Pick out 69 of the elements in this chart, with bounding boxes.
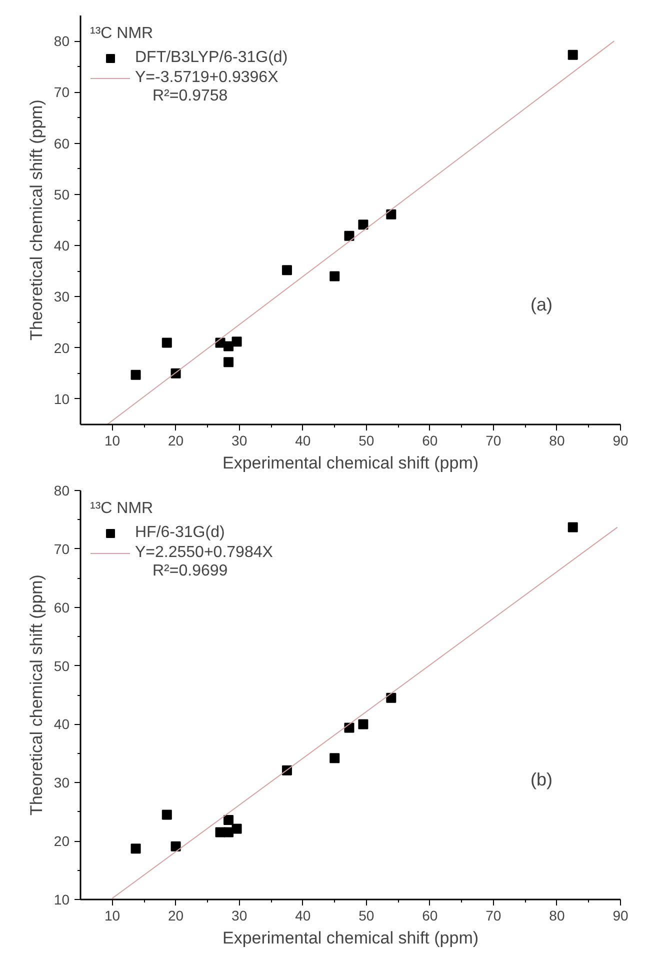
y-tick-label: 70: [54, 540, 70, 557]
point: [386, 209, 396, 220]
y-tick-label: 40: [54, 716, 70, 732]
y-axis-title: Theoretical chemical shift (ppm): [26, 574, 46, 816]
y-tick-label: 30: [54, 774, 70, 791]
annotation: R²=0.9699: [152, 562, 228, 580]
x-tick-label: 70: [486, 908, 502, 924]
x-tick-label: 10: [104, 908, 120, 924]
point: [386, 692, 396, 703]
x-tick-label: 30: [232, 432, 248, 448]
point: [330, 271, 340, 282]
point: [358, 719, 368, 730]
point: [282, 265, 292, 276]
point: [170, 841, 181, 852]
x-tick-label: 60: [422, 908, 438, 924]
y-tick-label: 60: [54, 599, 70, 616]
legend-label: Y=2.2550+0.7984X: [135, 544, 273, 562]
x-tick-label: 50: [358, 908, 374, 924]
point: [330, 753, 340, 764]
x-tick-label: 40: [295, 432, 311, 448]
y-tick-label: 80: [54, 482, 70, 498]
y-tick-label: 20: [54, 833, 70, 850]
point: [358, 220, 368, 230]
x-tick-label: 30: [232, 908, 248, 924]
y-tick-label: 60: [54, 135, 70, 152]
y-tick-label: 30: [54, 288, 70, 305]
legend-label: DFT/B3LYP/6-31G(d): [135, 49, 288, 67]
point: [232, 336, 242, 347]
x-tick-label: 20: [168, 432, 184, 448]
point: [130, 370, 141, 380]
point: [224, 357, 234, 368]
legend-label: HF/6-31G(d): [135, 524, 225, 542]
y-tick-label: 40: [54, 238, 70, 254]
legend-label: Y=-3.5719+0.9396X: [135, 69, 278, 87]
x-tick-label: 10: [104, 432, 120, 448]
y-tick-label: 20: [54, 340, 70, 356]
y-axis-title: Theoretical chemical shift (ppm): [26, 100, 46, 340]
annotation: (b): [530, 770, 552, 790]
x-tick-label: 20: [168, 908, 184, 924]
x-tick-label: 60: [422, 432, 438, 448]
x-tick-label: 70: [486, 432, 502, 448]
annotation: R²=0.9758: [152, 88, 228, 104]
point: [568, 50, 578, 60]
point: [344, 230, 354, 241]
x-axis-title: Experimental chemical shift (ppm): [222, 454, 479, 472]
y-tick-label: 10: [54, 892, 70, 908]
y-tick-label: 10: [54, 390, 70, 407]
x-tick-label: 40: [295, 908, 311, 924]
x-tick-label: 50: [358, 432, 374, 448]
y-tick-label: 70: [54, 84, 70, 100]
point: [568, 522, 578, 532]
legend-title: ¹³C NMR: [90, 25, 154, 43]
x-tick-label: 80: [549, 908, 565, 924]
y-tick-label: 50: [54, 186, 70, 202]
point: [232, 824, 242, 834]
legend-title: ¹³C NMR: [90, 500, 154, 518]
x-axis-title: Experimental chemical shift (ppm): [222, 928, 479, 948]
point: [224, 827, 234, 838]
point: [224, 815, 234, 826]
x-tick-label: 80: [549, 432, 565, 448]
point: [130, 844, 141, 854]
annotation: (a): [530, 294, 552, 314]
point: [224, 341, 234, 352]
y-tick-label: 50: [54, 658, 70, 674]
point: [162, 338, 172, 348]
point: [162, 810, 172, 820]
y-tick-label: 80: [54, 33, 70, 50]
x-tick-label: 90: [612, 432, 628, 448]
x-tick-label: 90: [612, 908, 628, 924]
